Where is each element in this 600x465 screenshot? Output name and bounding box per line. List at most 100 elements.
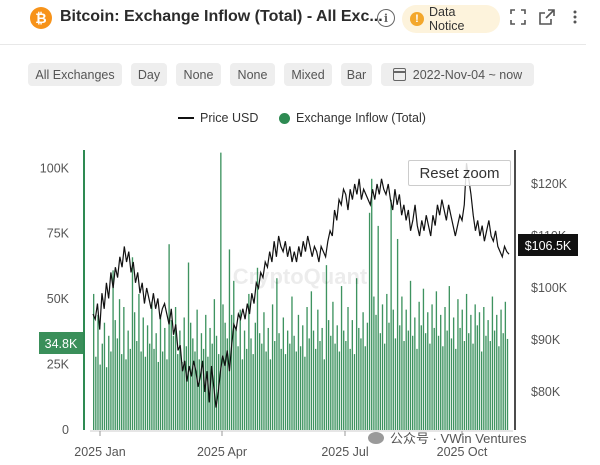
inflow-bar: [194, 351, 196, 430]
bitcoin-logo-icon: ₿: [30, 7, 52, 29]
inflow-bar: [289, 343, 291, 430]
inflow-bar: [269, 359, 272, 430]
wechat-icon: [368, 431, 384, 444]
chart-area[interactable]: 100K75K50K25K0$120K$110K$100K$90K$80K202…: [0, 140, 600, 465]
inflow-bar: [506, 338, 509, 430]
x-axis-tick-label: 2025 Jan: [74, 445, 125, 459]
inflow-bar: [431, 304, 433, 430]
inflow-bar: [170, 320, 172, 430]
inflow-bar: [136, 341, 138, 430]
inflow-bar: [368, 212, 371, 430]
inflow-bar: [254, 322, 256, 430]
inflow-bar: [323, 359, 325, 430]
open-external-icon[interactable]: [538, 8, 556, 26]
watermark-text: 公众号 · VWin Ventures: [390, 431, 527, 446]
inflow-bar: [157, 361, 159, 430]
inflow-bar: [198, 359, 200, 430]
inflow-bar: [155, 333, 157, 430]
inflow-bar: [276, 278, 278, 430]
inflow-bar: [211, 343, 213, 430]
inflow-bar: [315, 348, 317, 430]
inflow-bar: [226, 338, 228, 430]
chart-type-selector[interactable]: Bar: [341, 63, 372, 86]
inflow-bar: [282, 317, 285, 430]
inflow-bar: [418, 301, 420, 430]
warning-icon: !: [410, 12, 424, 26]
inflow-bar: [304, 356, 306, 430]
inflow-bar: [493, 330, 496, 430]
inflow-bar: [386, 293, 388, 430]
inflow-bar: [429, 343, 431, 430]
left-axis-tick-label: 0: [62, 423, 69, 437]
inflow-bar: [340, 286, 343, 430]
inflow-bar: [144, 356, 147, 430]
exchange-selector[interactable]: All Exchanges: [28, 63, 122, 86]
inflow-bar: [358, 327, 360, 430]
moving-average-selector[interactable]: None: [176, 63, 221, 86]
inflow-bar: [401, 296, 403, 430]
inflow-bar: [405, 309, 407, 430]
inflow-bar: [452, 317, 455, 430]
inflow-bar: [129, 348, 131, 430]
overlay-selector[interactable]: None: [230, 63, 275, 86]
inflow-bar: [500, 309, 502, 430]
inflow-bar: [250, 338, 252, 430]
inflow-bar: [427, 312, 429, 430]
inflow-bar: [448, 286, 450, 430]
info-icon[interactable]: i: [377, 9, 395, 27]
date-range-selector[interactable]: 2022-Nov-04 ~ now: [381, 63, 534, 86]
legend-item-inflow[interactable]: Exchange Inflow (Total): [279, 111, 426, 125]
inflow-bar: [414, 317, 416, 430]
inflow-bar: [351, 320, 353, 430]
inflow-bar: [267, 327, 269, 430]
fullscreen-icon[interactable]: [509, 8, 527, 26]
inflow-bar: [360, 338, 362, 430]
inflow-dot-swatch: [279, 112, 290, 124]
more-options-icon[interactable]: [566, 8, 584, 26]
inflow-bar: [450, 338, 453, 430]
inflow-bar: [151, 301, 153, 430]
inflow-bar: [487, 320, 489, 430]
legend-inflow-label: Exchange Inflow (Total): [296, 111, 426, 125]
current-price-marker: [518, 234, 578, 256]
inflow-bar: [502, 333, 504, 430]
legend-item-price[interactable]: Price USD: [178, 111, 258, 125]
inflow-bar: [103, 322, 106, 430]
inflow-bar: [424, 333, 427, 430]
inflow-bar: [123, 307, 125, 430]
inflow-bar: [504, 301, 507, 430]
reset-zoom-button[interactable]: Reset zoom: [408, 160, 511, 186]
inflow-bar: [185, 346, 188, 430]
inflow-bar: [166, 359, 168, 430]
inflow-bar: [110, 351, 112, 430]
inflow-bar: [347, 307, 349, 430]
chart-title: Bitcoin: Exchange Inflow (Total) - All E…: [60, 8, 383, 25]
inflow-bar: [293, 335, 295, 430]
data-notice-button[interactable]: ! Data Notice: [402, 5, 500, 33]
inflow-bar: [258, 333, 261, 430]
price-line: [92, 163, 510, 408]
inflow-bar: [192, 338, 194, 430]
inflow-bar: [364, 346, 366, 430]
interval-selector[interactable]: Day: [131, 63, 167, 86]
inflow-bar: [375, 314, 377, 430]
inflow-bar: [101, 343, 103, 430]
inflow-bar: [336, 325, 338, 430]
x-axis-tick-label: 2025 Jul: [321, 445, 368, 459]
inflow-bar: [388, 322, 390, 430]
inflow-bar: [256, 267, 259, 430]
inflow-bar: [457, 299, 459, 430]
inflow-bar: [241, 359, 244, 430]
inflow-bar: [189, 322, 192, 430]
inflow-bar: [440, 314, 442, 430]
scale-selector[interactable]: Mixed: [284, 63, 332, 86]
inflow-bar: [265, 351, 267, 430]
inflow-bar: [381, 304, 384, 430]
inflow-bar: [377, 225, 379, 430]
inflow-bar: [319, 341, 321, 430]
inflow-bar: [220, 152, 222, 430]
inflow-bar: [280, 348, 282, 430]
right-axis-tick-label: $100K: [531, 281, 568, 295]
inflow-bar: [187, 262, 190, 430]
inflow-bar: [246, 348, 248, 430]
